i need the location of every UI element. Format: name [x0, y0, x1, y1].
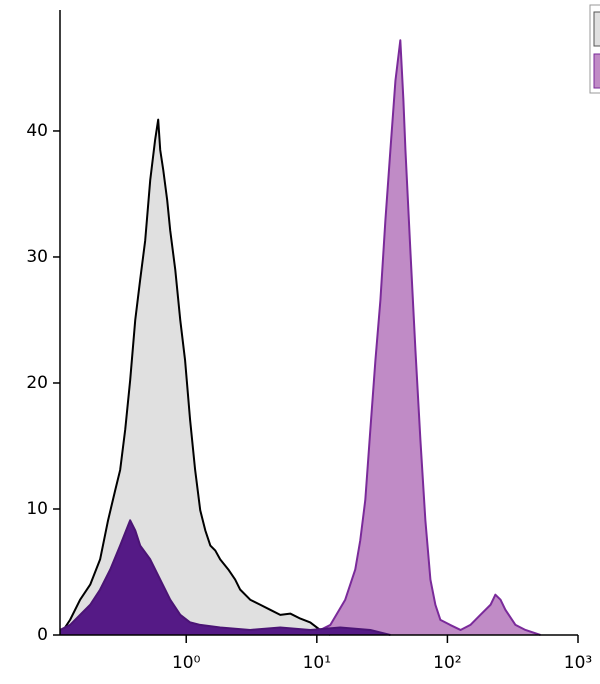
histogram-outline — [59, 118, 331, 636]
y-tick-label: 40 — [26, 121, 48, 141]
x-tick-label: 10¹ — [303, 653, 331, 673]
y-tick-label: 20 — [26, 373, 48, 393]
legend-box — [589, 4, 600, 94]
legend-swatch — [593, 11, 600, 47]
x-tick-label: 10² — [433, 653, 461, 673]
y-tick-label: 0 — [37, 625, 48, 645]
histogram-outline — [309, 39, 541, 636]
legend-swatch — [593, 53, 600, 89]
histogram-area — [60, 119, 331, 635]
histogram-area — [310, 40, 541, 635]
y-tick-label: 30 — [26, 247, 48, 267]
x-tick-label: 10⁰ — [172, 653, 201, 673]
x-tick-label: 10³ — [564, 653, 592, 673]
histogram-outline — [59, 519, 391, 636]
y-tick-label: 10 — [26, 499, 48, 519]
